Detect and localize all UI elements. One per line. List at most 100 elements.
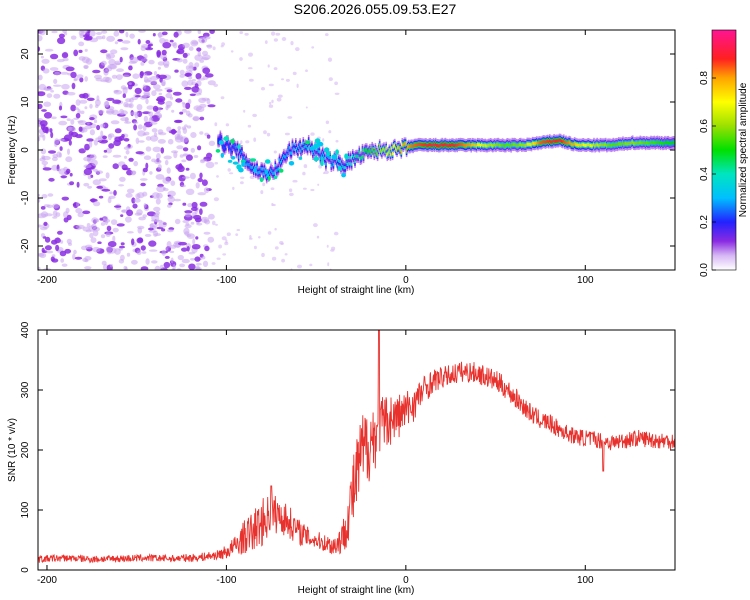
noise-blob [101,260,107,266]
trace-cell [598,144,601,148]
noise-blob [194,83,199,88]
trace-cell [431,143,434,148]
noise-blob [139,178,148,181]
noise-blob [60,258,65,263]
noise-blob [277,94,283,98]
trace-cell [569,141,572,145]
trace-cell [544,140,547,144]
noise-blob [92,179,102,186]
noise-blob [138,216,146,221]
noise-blob [267,64,270,68]
noise-blob [112,163,119,170]
noise-blob [305,106,308,109]
noise-blob [153,206,161,212]
trace-cell [404,142,407,146]
trace-cell [245,158,247,162]
noise-blob [179,263,186,268]
trace-cell [474,143,477,147]
noise-blob [63,134,73,141]
trace-cell [668,141,671,145]
trace-cell [528,142,531,146]
trace-cell [538,141,540,145]
noise-blob [38,198,41,203]
trace-cell [446,143,449,147]
trace-blob [267,175,271,181]
trace-cell [268,173,270,177]
noise-blob [318,164,322,169]
noise-blob [296,83,299,89]
trace-cell [354,159,356,163]
trace-cell [549,139,551,143]
trace-cell [345,160,348,165]
trace-cell [526,142,528,146]
noise-blob [148,227,154,231]
trace-blob [320,156,324,162]
trace-cell [440,143,442,147]
trace-cell [602,143,605,147]
trace-cell [672,140,675,145]
trace-blob [304,140,311,145]
noise-blob [190,221,195,225]
trace-cell [402,143,405,148]
noise-blob [39,30,46,36]
noise-blob [269,101,272,105]
noise-blob [134,87,142,95]
noise-blob [128,65,133,71]
noise-blob [156,185,166,193]
trace-cell [464,143,466,147]
trace-cell [422,143,424,147]
noise-blob [173,151,178,159]
trace-cell [302,141,305,146]
trace-cell [657,141,660,145]
trace-cell [607,143,609,147]
noise-blob [124,266,128,270]
trace-cell [503,144,506,148]
noise-blob [67,148,70,155]
noise-blob [153,132,158,138]
noise-blob [239,57,243,61]
trace-cell [500,143,503,148]
noise-blob [143,203,147,208]
noise-blob [120,110,128,115]
trace-cell [658,140,661,144]
trace-cell [611,143,614,147]
noise-blob [284,253,288,256]
noise-blob [49,67,59,71]
noise-blob [108,58,116,66]
noise-blob [84,143,90,151]
trace-cell [231,147,233,151]
noise-blob [182,153,189,156]
noise-blob [101,188,111,192]
trace-cell [490,143,493,147]
noise-blob [227,168,231,172]
trace-cell [430,143,433,147]
trace-cell [654,141,657,145]
noise-blob [113,30,120,37]
trace-cell [482,143,484,147]
trace-cell [540,141,542,145]
noise-blob [240,181,244,185]
noise-blob [253,245,257,250]
noise-blob [52,216,58,219]
noise-blob [108,133,115,138]
noise-blob [67,126,72,131]
trace-cell [496,142,498,147]
noise-blob [182,147,189,152]
trace-cell [247,163,250,167]
noise-blob [244,32,249,36]
trace-blob [288,161,295,166]
trace-cell [508,143,510,147]
noise-blob [122,74,130,78]
colorbar: 0.0 0.2 0.4 0.6 0.8 Normalized spectral ampl… [699,29,749,277]
noise-blob [202,67,211,74]
noise-blob [104,101,110,107]
trace-cell [513,142,516,146]
noise-blob [145,146,152,152]
trace-cell [226,140,228,144]
noise-blob [245,140,250,144]
trace-cell [579,143,581,147]
noise-blob [51,30,58,34]
noise-blob [182,103,187,108]
noise-blob [185,102,191,110]
noise-blob [124,216,132,223]
